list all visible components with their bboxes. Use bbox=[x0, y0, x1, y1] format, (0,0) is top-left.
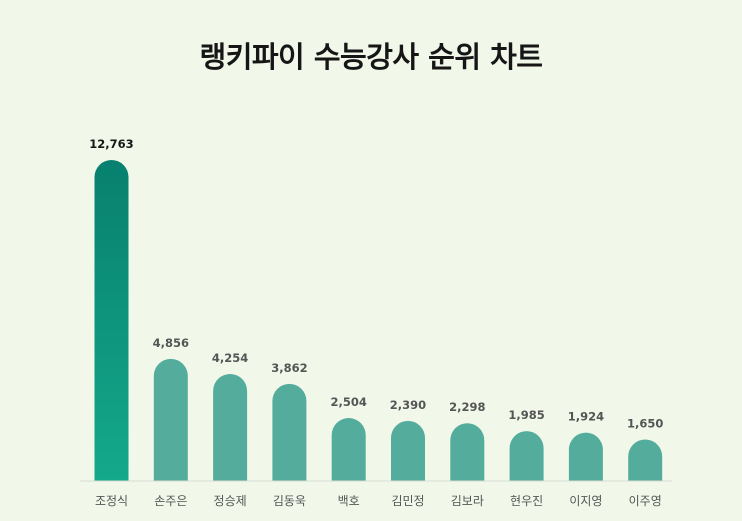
value-label: 4,254 bbox=[212, 351, 248, 365]
bar-조정식 bbox=[94, 160, 129, 481]
category-label: 김동욱 bbox=[273, 494, 306, 508]
bar-이주영 bbox=[628, 439, 663, 481]
bar-현우진 bbox=[509, 431, 544, 481]
bars-layer bbox=[94, 160, 663, 481]
category-label: 김민정 bbox=[391, 494, 424, 508]
value-label: 1,924 bbox=[568, 410, 604, 424]
category-label: 김보라 bbox=[451, 494, 484, 508]
labels-layer: 12,763 조정식 4,856 손주은 4,254 정승제 3,862 김동욱 2,504 백호… bbox=[89, 137, 663, 508]
value-label: 1,650 bbox=[627, 417, 663, 431]
bar-이지영 bbox=[568, 432, 603, 481]
category-label: 정승제 bbox=[214, 494, 247, 508]
category-label: 현우진 bbox=[510, 494, 543, 508]
bar-김민정 bbox=[391, 420, 425, 481]
category-label: 손주은 bbox=[154, 494, 187, 508]
bar-백호 bbox=[331, 418, 366, 481]
category-label: 조정식 bbox=[95, 494, 128, 508]
bar-김동욱 bbox=[272, 383, 307, 481]
value-label: 2,298 bbox=[449, 400, 485, 414]
category-label: 이지영 bbox=[569, 494, 602, 508]
category-label: 백호 bbox=[338, 494, 360, 508]
value-label: 3,862 bbox=[271, 361, 307, 375]
chart-title: 랭키파이 수능강사 순위 차트 bbox=[199, 40, 543, 74]
bar-손주은 bbox=[153, 358, 188, 481]
value-label: 1,985 bbox=[508, 408, 544, 422]
category-label: 이주영 bbox=[629, 494, 662, 508]
value-label: 12,763 bbox=[89, 137, 133, 151]
value-label: 4,856 bbox=[153, 336, 189, 350]
value-label: 2,504 bbox=[331, 395, 367, 409]
bar-김보라 bbox=[450, 423, 485, 481]
value-label: 2,390 bbox=[390, 398, 426, 412]
bar-정승제 bbox=[213, 374, 248, 481]
